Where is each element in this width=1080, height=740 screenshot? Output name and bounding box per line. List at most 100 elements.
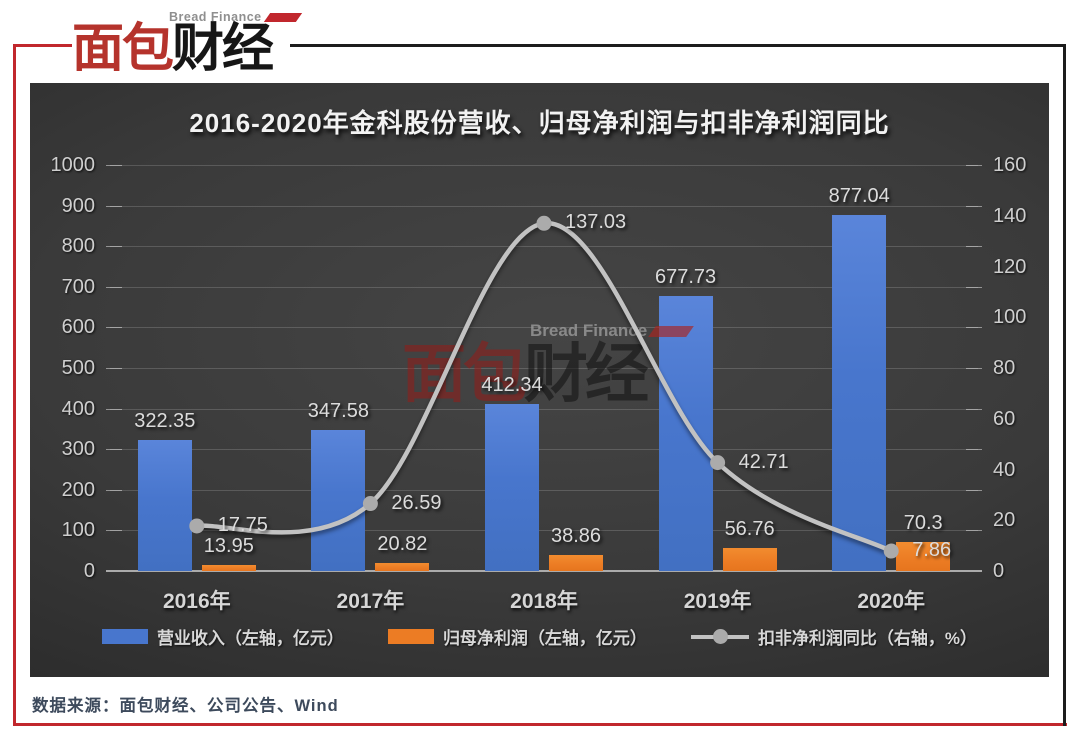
left-tick (106, 368, 122, 369)
profit-bar (896, 542, 951, 571)
left-axis-tick-label: 100 (61, 519, 95, 542)
bread-finance-logo: Bread Finance 面包财经 (72, 6, 302, 80)
left-axis-tick-label: 900 (61, 194, 95, 217)
profit-value-label: 56.76 (724, 517, 775, 540)
gridline (110, 165, 978, 166)
legend-swatch-blue (101, 629, 148, 644)
yoy-value-label: 42.71 (738, 450, 789, 473)
left-tick (106, 165, 122, 166)
left-axis-tick-label: 800 (61, 235, 95, 258)
legend-item-net-profit: 归母净利润（左轴，亿元） (387, 624, 647, 649)
right-axis-tick-label: 120 (993, 255, 1027, 278)
gridline (110, 368, 978, 369)
yoy-value-label: 137.03 (565, 211, 627, 234)
right-tick (966, 246, 982, 248)
chart-panel: 2016-2020年金科股份营收、归母净利润与扣非净利润同比 0 100 200 30… (30, 83, 1049, 677)
chart-title: 2016-2020年金科股份营收、归母净利润与扣非净利润同比 (189, 108, 890, 138)
revenue-bar (658, 295, 713, 571)
line-series-layer (189, 215, 899, 559)
left-axis-tick-label: 300 (61, 438, 95, 461)
legend-label-net-profit: 归母净利润（左轴，亿元） (442, 629, 647, 648)
x-axis-category-label: 2020年 (857, 590, 926, 613)
yoy-line-path (196, 221, 893, 554)
left-tick (106, 327, 122, 329)
left-tick (106, 489, 122, 491)
chart-legend: 营业收入（左轴，亿元） 归母净利润（左轴，亿元） 扣非净利润同比（右轴，%） (30, 624, 1049, 649)
legend-label-revenue: 营业收入（左轴，亿元） (156, 629, 344, 648)
legend-label-yoy: 扣非净利润同比（右轴，%） (757, 629, 978, 648)
yoy-value-label: 7.86 (912, 539, 952, 562)
revenue-value-label: 412.34 (481, 373, 543, 396)
left-axis-tick-label: 200 (61, 478, 95, 501)
x-axis-category-label: 2018年 (510, 590, 578, 613)
revenue-value-label: 877.04 (828, 184, 890, 207)
revenue-value-label: 677.73 (655, 265, 717, 288)
profit-value-label: 38.86 (550, 525, 602, 548)
yoy-value-label: 17.75 (217, 513, 268, 536)
left-axis-tick-label: 1000 (50, 154, 96, 176)
profit-value-label: 70.3 (903, 512, 943, 535)
right-axis-tick-label: 60 (993, 407, 1016, 430)
right-tick (966, 449, 982, 451)
revenue-bar (485, 403, 539, 571)
gridline (110, 530, 978, 532)
left-axis-tick-label: 700 (61, 275, 95, 298)
logo-chinese-text: 面包财经 (72, 20, 274, 78)
legend-swatch-line-marker (690, 629, 749, 644)
gridline (110, 489, 978, 491)
logo-cn-red: 面包 (72, 20, 174, 78)
left-tick (106, 530, 122, 532)
right-tick (966, 286, 982, 288)
gridline (110, 449, 978, 451)
legend-item-revenue: 营业收入（左轴，亿元） (101, 624, 344, 649)
profit-bar (722, 547, 777, 571)
right-tick (966, 530, 982, 532)
legend-item-yoy-line: 扣非净利润同比（右轴，%） (690, 624, 978, 649)
gridline (110, 286, 978, 288)
profit-bar (375, 562, 430, 571)
right-tick (966, 368, 982, 369)
right-tick (966, 408, 982, 410)
left-axis-tick-label: 600 (61, 316, 95, 339)
right-axis-tick-label: 80 (993, 357, 1016, 379)
right-axis-tick-label: 140 (993, 204, 1027, 227)
yoy-line-marker (362, 496, 378, 512)
right-tick (966, 165, 982, 166)
gridline (110, 327, 978, 329)
yoy-line-marker (189, 518, 205, 534)
left-axis-tick-label: 0 (83, 560, 95, 582)
left-tick (106, 205, 122, 207)
x-axis-line (106, 570, 982, 572)
left-axis-tick-label: 500 (61, 357, 95, 379)
right-axis-tick-label: 100 (993, 306, 1027, 329)
left-tick (106, 246, 122, 248)
right-axis-tick-label: 20 (993, 509, 1016, 532)
frame-left-red-line (13, 44, 16, 726)
revenue-bar (137, 440, 192, 571)
profit-bar (549, 555, 603, 571)
yoy-line-marker (883, 543, 899, 559)
gridline (110, 408, 978, 410)
left-tick (106, 408, 122, 410)
left-axis-tick-label: 400 (61, 397, 95, 420)
profit-bar (201, 565, 256, 571)
gridline (110, 205, 978, 207)
frame-top-left-red-segment (13, 44, 72, 47)
right-tick (966, 489, 982, 491)
logo-english-text: Bread Finance (169, 10, 262, 24)
gridline (110, 246, 978, 248)
data-source-note: 数据来源：面包财经、公司公告、Wind (32, 697, 339, 715)
legend-swatch-orange (387, 629, 434, 644)
revenue-bar (832, 214, 887, 571)
left-tick (106, 286, 122, 288)
right-tick (966, 327, 982, 329)
x-axis-category-label: 2016年 (162, 590, 231, 613)
profit-value-label: 20.82 (377, 532, 428, 555)
revenue-value-label: 347.58 (307, 399, 369, 422)
left-tick (106, 449, 122, 451)
logo-cn-black: 财经 (172, 20, 274, 78)
x-axis-category-label: 2017年 (336, 590, 405, 613)
right-tick (966, 205, 982, 207)
yoy-line-marker (536, 215, 552, 231)
